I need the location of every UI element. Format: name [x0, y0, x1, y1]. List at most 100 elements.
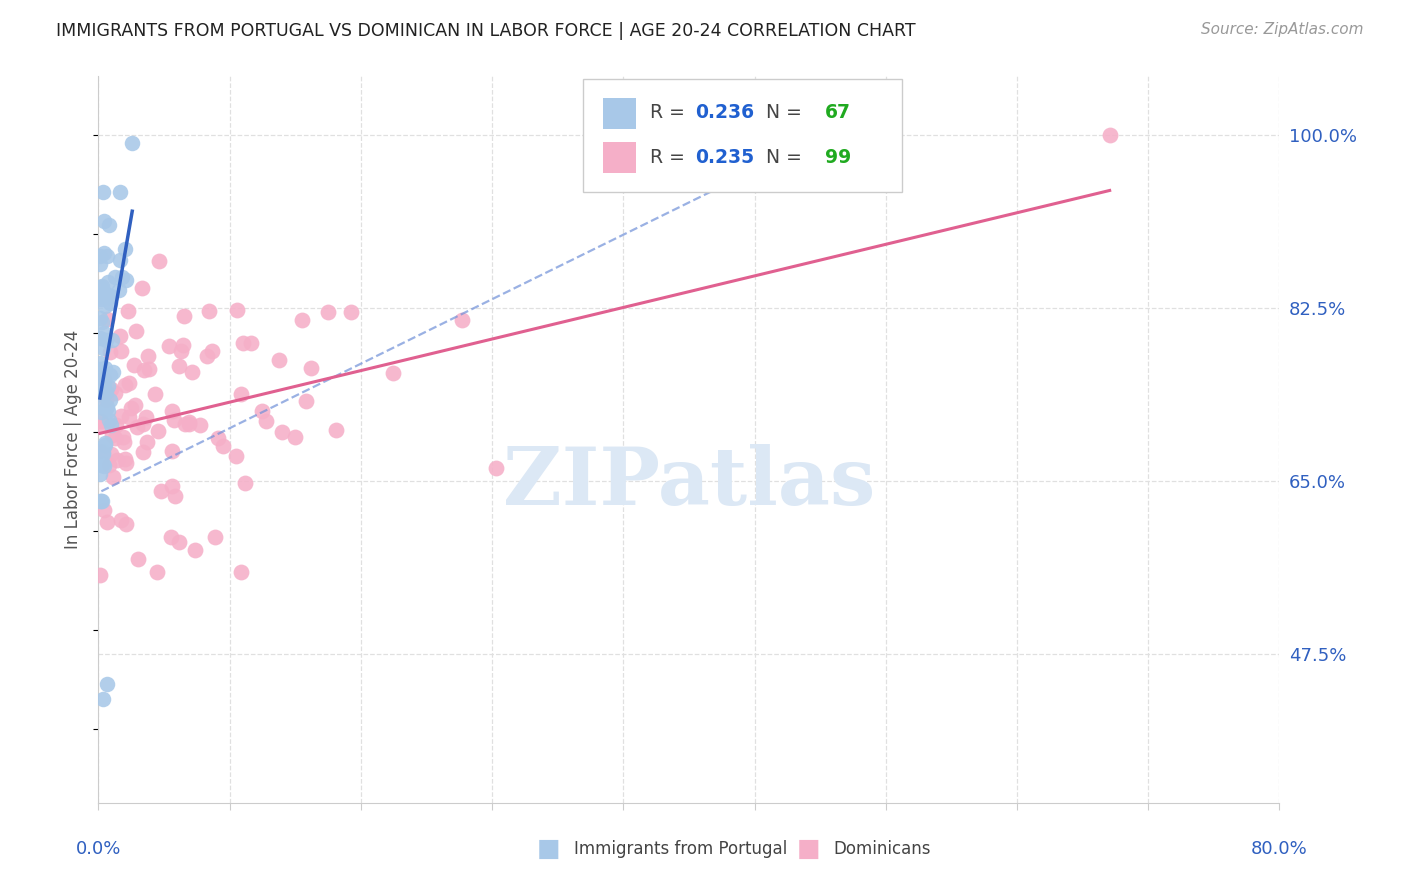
Point	[93, 503, 115, 517]
Point	[100, 288, 122, 302]
Point	[101, 365, 124, 379]
Point	[121, 136, 143, 150]
Point	[98, 413, 121, 427]
Point	[284, 430, 307, 444]
Point	[125, 420, 148, 434]
Point	[382, 366, 405, 380]
Point	[485, 461, 508, 475]
Point	[93, 246, 115, 260]
Point	[98, 345, 121, 359]
Point	[91, 692, 114, 706]
Point	[96, 400, 118, 414]
Point	[269, 353, 291, 368]
Point	[91, 185, 114, 199]
Point	[108, 328, 131, 343]
FancyBboxPatch shape	[603, 98, 636, 128]
Point	[100, 295, 122, 310]
Point	[111, 270, 134, 285]
Point	[340, 304, 363, 318]
Point	[115, 456, 138, 470]
Point	[167, 535, 190, 549]
Point	[225, 449, 247, 463]
Point	[112, 435, 135, 450]
Point	[181, 365, 204, 379]
Point	[93, 438, 115, 452]
Point	[132, 362, 155, 376]
Point	[124, 398, 146, 412]
Point	[94, 286, 117, 301]
Text: R =: R =	[650, 148, 690, 167]
Point	[250, 404, 273, 418]
Point	[108, 283, 131, 297]
Point	[110, 513, 132, 527]
Point	[149, 484, 172, 499]
Point	[91, 445, 114, 459]
Point	[94, 384, 117, 399]
Point	[117, 304, 139, 318]
Point	[93, 376, 115, 391]
Point	[97, 379, 120, 393]
Point	[90, 417, 112, 432]
Point	[132, 444, 155, 458]
Point	[160, 443, 183, 458]
Point	[89, 467, 111, 481]
Point	[105, 452, 128, 467]
Point	[1098, 128, 1121, 143]
Point	[231, 387, 253, 401]
Point	[135, 410, 157, 425]
Text: 0.236: 0.236	[695, 103, 754, 122]
Point	[148, 254, 170, 268]
Point	[132, 417, 155, 431]
Point	[91, 457, 114, 471]
Point	[198, 304, 221, 318]
Point	[114, 451, 136, 466]
Point	[146, 565, 169, 579]
Point	[91, 315, 114, 329]
Point	[114, 377, 136, 392]
Text: ■: ■	[537, 838, 560, 861]
Point	[91, 279, 114, 293]
Point	[201, 344, 224, 359]
Point	[101, 333, 124, 347]
Text: ■: ■	[797, 838, 820, 861]
Text: N =: N =	[754, 148, 808, 167]
Point	[96, 312, 118, 326]
Point	[93, 326, 115, 340]
Point	[100, 383, 122, 397]
Point	[162, 413, 184, 427]
Point	[90, 494, 112, 508]
Point	[104, 431, 127, 445]
Point	[89, 568, 111, 582]
Point	[117, 376, 139, 390]
Point	[104, 417, 127, 432]
Y-axis label: In Labor Force | Age 20-24: In Labor Force | Age 20-24	[65, 330, 83, 549]
Point	[96, 249, 118, 263]
Point	[97, 404, 120, 418]
Point	[125, 324, 148, 338]
Point	[239, 336, 262, 351]
Point	[100, 446, 122, 460]
Point	[138, 361, 160, 376]
Point	[98, 393, 121, 408]
Point	[96, 515, 118, 529]
Text: Source: ZipAtlas.com: Source: ZipAtlas.com	[1201, 22, 1364, 37]
Text: R =: R =	[650, 103, 690, 122]
FancyBboxPatch shape	[603, 142, 636, 172]
Point	[177, 415, 200, 429]
Point	[91, 341, 114, 355]
Point	[96, 677, 118, 691]
Point	[90, 292, 112, 306]
Point	[160, 404, 183, 418]
Point	[122, 358, 145, 372]
Point	[90, 400, 112, 414]
Point	[93, 372, 115, 386]
Point	[108, 185, 131, 199]
Text: Dominicans: Dominicans	[834, 840, 931, 858]
Point	[97, 218, 120, 232]
Point	[127, 551, 149, 566]
Point	[90, 405, 112, 419]
Point	[184, 543, 207, 558]
Point	[93, 458, 115, 473]
Text: 0.235: 0.235	[695, 148, 754, 167]
Point	[89, 249, 111, 263]
